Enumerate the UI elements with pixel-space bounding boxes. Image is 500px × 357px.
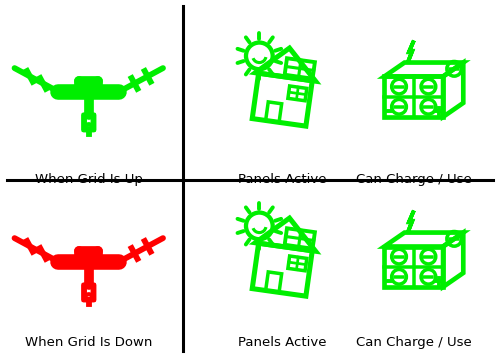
Text: Can Charge / Use: Can Charge / Use <box>356 172 472 186</box>
Text: Can Charge / Use: Can Charge / Use <box>356 336 472 348</box>
Text: Panels Active: Panels Active <box>238 336 326 348</box>
Text: Panels Active: Panels Active <box>238 172 326 186</box>
Text: When Grid Is Up: When Grid Is Up <box>35 172 142 186</box>
Text: When Grid Is Down: When Grid Is Down <box>25 336 152 348</box>
